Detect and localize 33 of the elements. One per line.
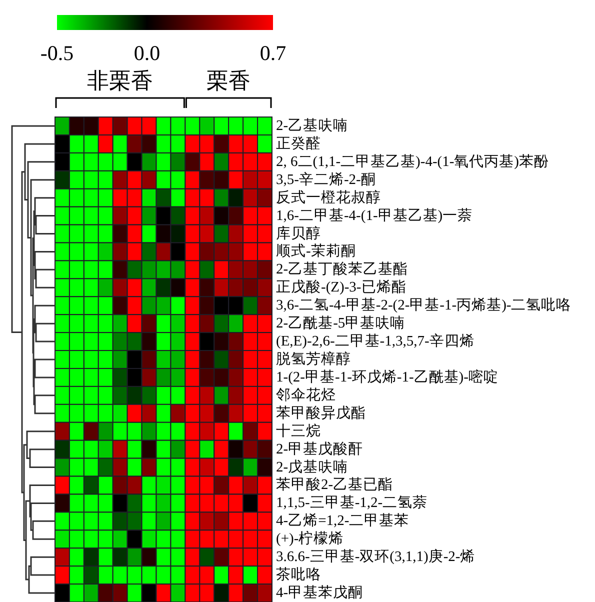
y-tick-label: 邻伞花烃 [276, 386, 336, 404]
color-bar-label: -0.5 [40, 41, 74, 65]
y-tick-label: 1,6-二甲基-4-(1-甲基乙基)一萘 [276, 206, 473, 224]
y-tick-label: 正癸醛 [276, 134, 321, 152]
y-tick-label: 3,5-辛二烯-2-酮 [276, 170, 376, 188]
y-tick-label: 茶吡咯 [276, 566, 321, 584]
y-tick-label: 3,6-二氢-4-甲基-2-(2-甲基-1-丙烯基)-二氢吡咯 [276, 296, 572, 314]
y-tick-label: 苯甲酸异戊酯 [276, 404, 366, 422]
y-tick-label: 2, 6二(1,1-二甲基乙基)-4-(1-氧代丙基)苯酚 [276, 152, 550, 170]
y-tick-label: 2-甲基戊酸酐 [276, 440, 364, 458]
y-tick-label: 十三烷 [276, 422, 321, 440]
y-tick-label: 库贝醇 [276, 224, 321, 242]
color-bar-label: 0.7 [260, 41, 286, 65]
y-tick-label: (+)-柠檬烯 [276, 530, 344, 548]
y-tick-label: 4-乙烯=1,2-二甲基苯 [276, 512, 410, 530]
y-tick-label: 4-甲基苯戊酮 [276, 584, 364, 602]
y-tick-label: 顺式-茉莉酮 [276, 242, 356, 260]
y-tick-label: 1-(2-甲基-1-环戊烯-1-乙酰基)-嘧啶 [276, 368, 498, 386]
text: 栗香 [206, 68, 251, 93]
y-tick-label: 2-乙基丁酸苯乙基酯 [276, 260, 408, 278]
y-tick-label: 苯甲酸2-乙基已酯 [276, 476, 394, 494]
y-tick-label: 1,1,5-三甲基-1,2-二氢萘 [276, 494, 428, 512]
y-tick-label: (E,E)-2,6-二甲基-1,3,5,7-辛四烯 [276, 332, 474, 350]
text: 非栗香 [87, 68, 154, 93]
y-tick-label: 3.6.6-三甲基-双环(3,1,1)庚-2-烯 [276, 548, 476, 566]
y-tick-label: 反式一橙花叔醇 [276, 188, 381, 206]
y-tick-label: 2-乙酰基-5甲基呋喃 [276, 314, 406, 332]
y-tick-label: 2-乙基呋喃 [276, 116, 348, 134]
y-tick-label: 脱氢芳樟醇 [276, 350, 351, 368]
y-tick-label: 2-戊基呋喃 [276, 458, 348, 476]
color-bar-label: 0.0 [134, 41, 160, 65]
y-tick-label: 正戊酸-(Z)-3-已烯酯 [276, 278, 406, 296]
colorbar: -0.5 0.0 0.7 [40, 15, 286, 65]
